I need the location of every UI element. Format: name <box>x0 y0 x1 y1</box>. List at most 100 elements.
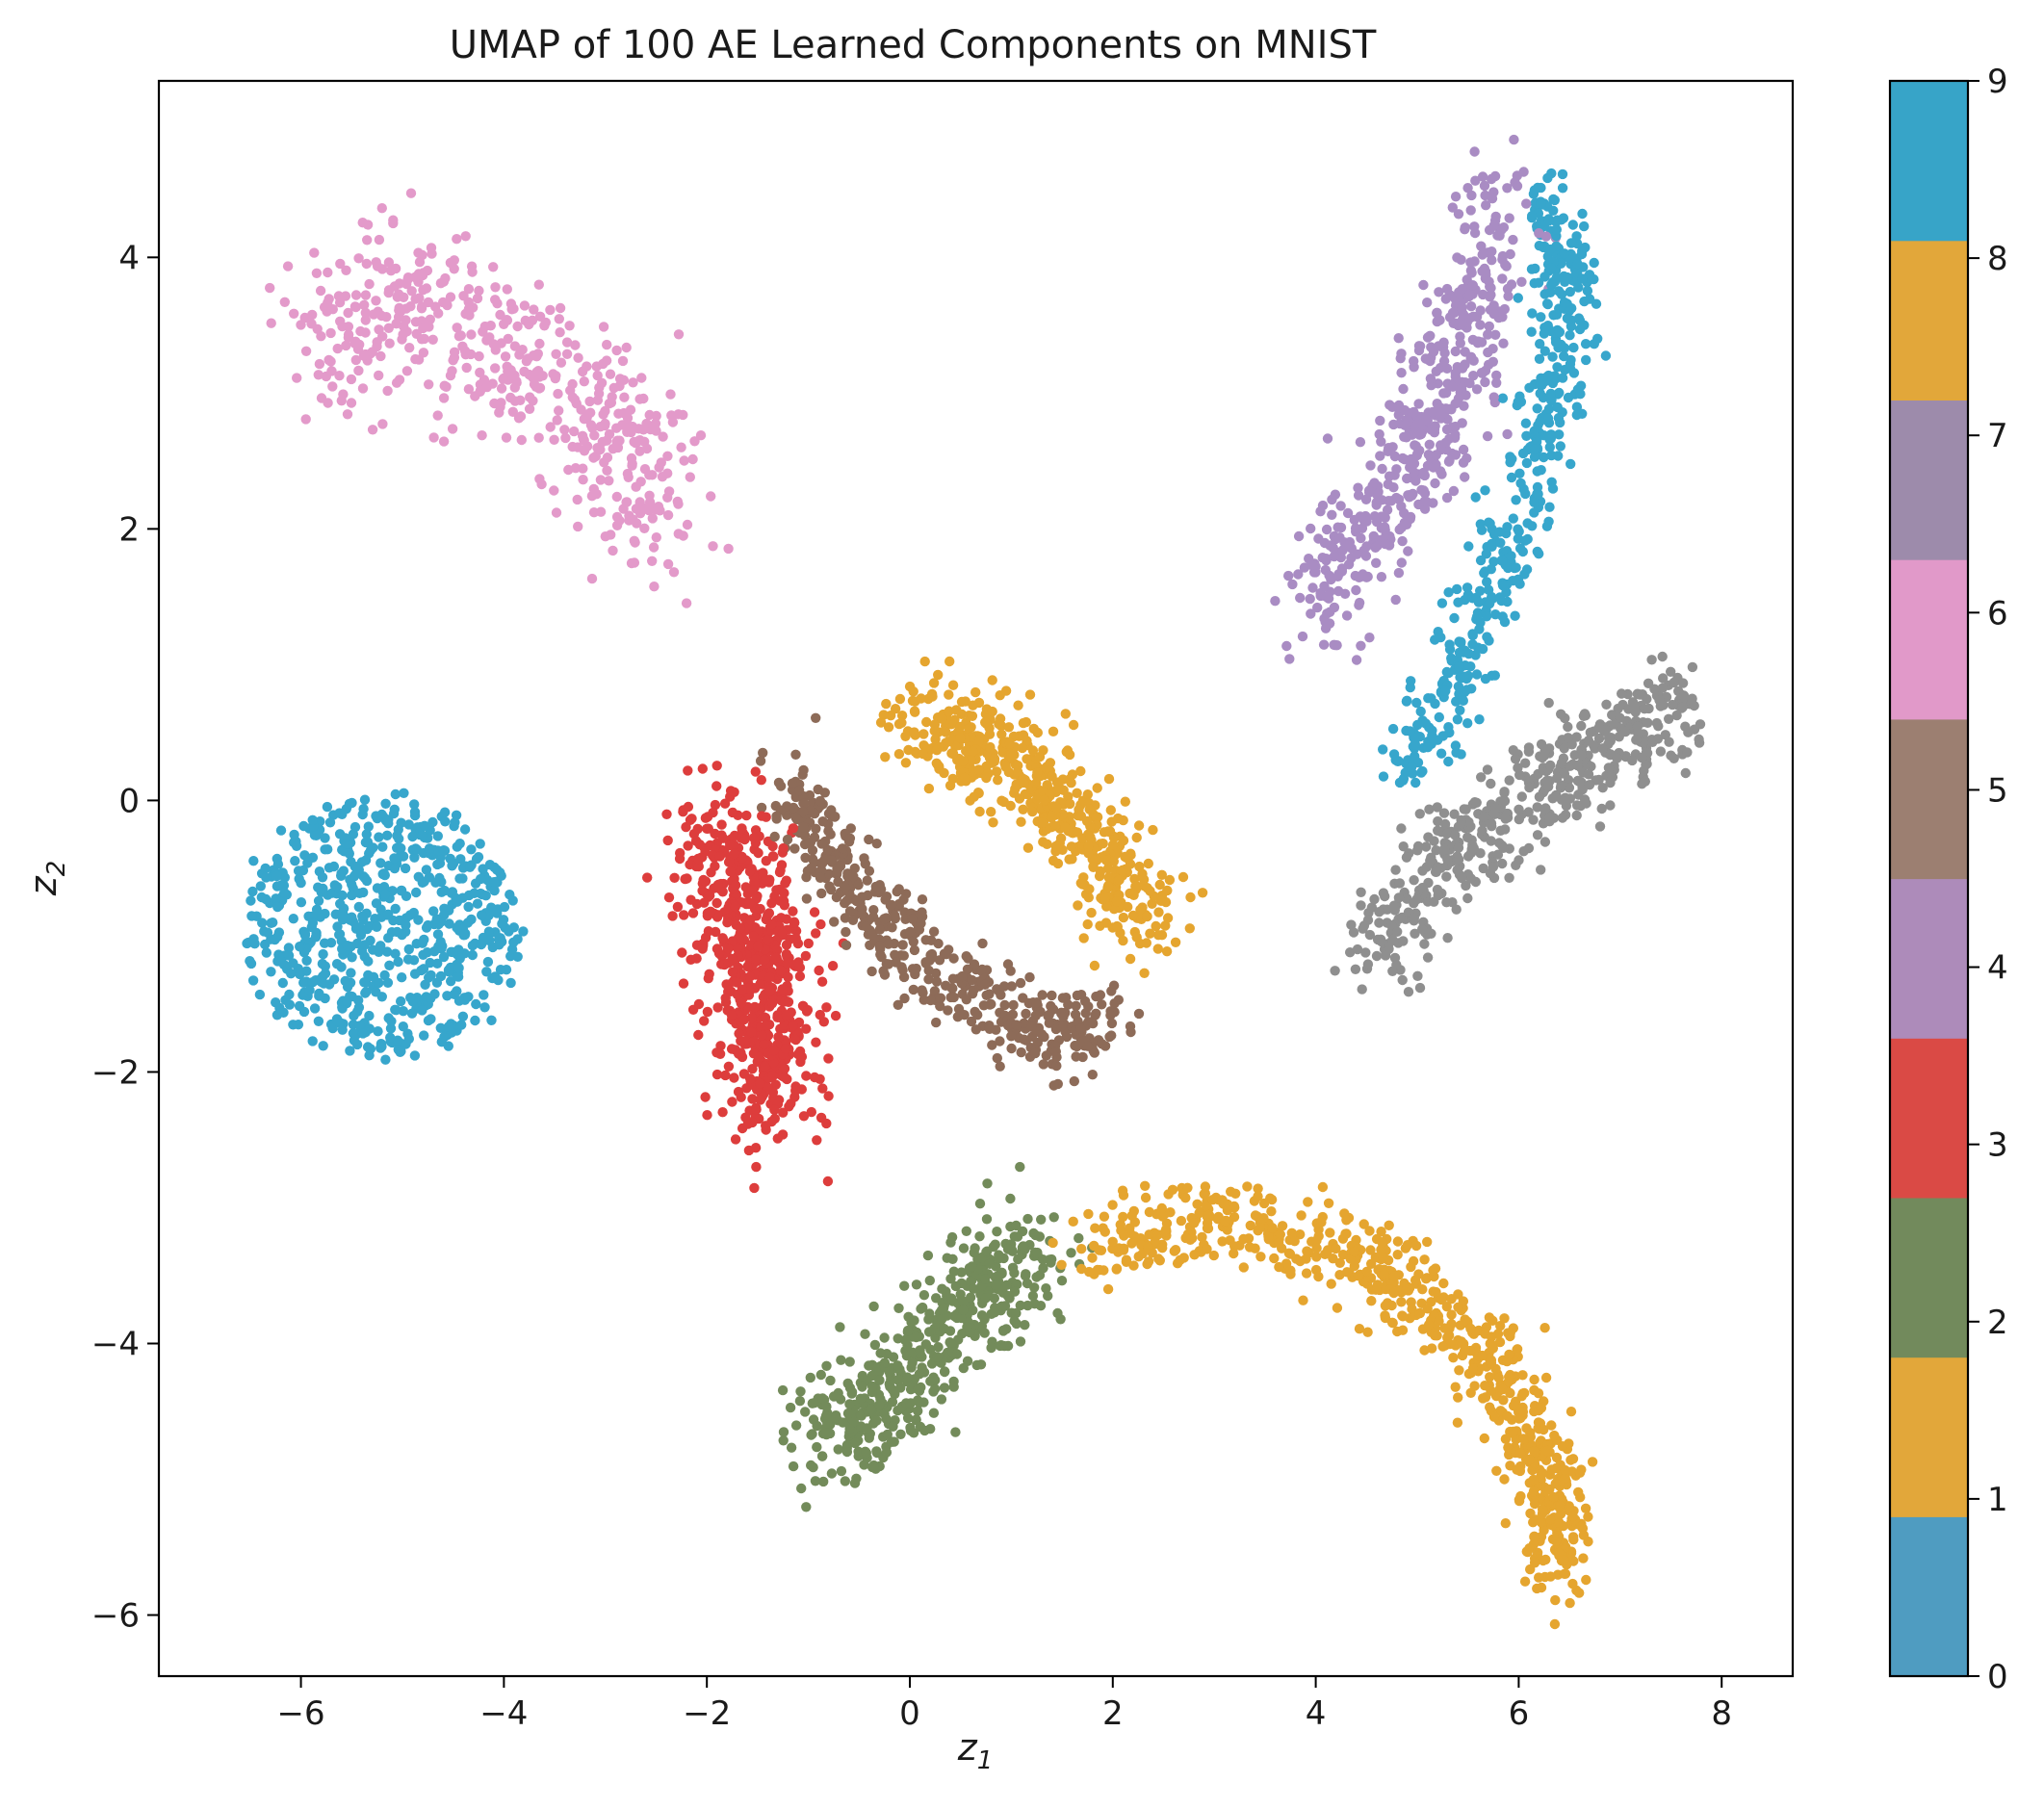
data-point-class-0 <box>1462 582 1473 593</box>
data-point-class-5 <box>930 968 942 979</box>
data-point-class-3 <box>694 840 705 850</box>
data-point-class-5 <box>825 829 836 840</box>
data-point-class-6 <box>651 532 661 543</box>
data-point-class-4 <box>1458 444 1469 455</box>
data-point-class-3 <box>712 1069 723 1080</box>
data-point-class-4 <box>1371 557 1382 568</box>
data-point-class-2 <box>864 1433 874 1443</box>
data-point-class-7 <box>1534 791 1545 802</box>
data-point-class-1 <box>1200 1181 1211 1192</box>
data-point-class-5 <box>870 881 881 892</box>
data-point-class-1 <box>1545 1514 1556 1525</box>
data-point-class-4 <box>1336 563 1348 574</box>
data-point-class-6 <box>622 468 634 479</box>
data-point-class-4 <box>1484 321 1495 332</box>
data-point-class-6 <box>644 490 655 501</box>
data-point-class-5 <box>1048 1080 1059 1091</box>
data-point-class-9 <box>390 948 401 959</box>
data-point-class-6 <box>449 352 460 363</box>
data-point-class-8 <box>973 737 984 747</box>
data-point-class-4 <box>1464 377 1475 389</box>
data-point-class-5 <box>797 769 808 780</box>
data-point-class-4 <box>1339 588 1351 599</box>
data-point-class-6 <box>639 464 651 475</box>
data-point-class-2 <box>848 1416 860 1427</box>
data-point-class-6 <box>300 414 311 425</box>
data-point-class-9 <box>332 921 343 932</box>
data-point-class-2 <box>919 1290 930 1301</box>
data-point-class-4 <box>1450 421 1461 432</box>
data-point-class-0 <box>1467 629 1478 639</box>
data-point-class-9 <box>271 893 281 904</box>
data-point-class-6 <box>555 327 565 338</box>
data-point-class-3 <box>672 901 684 913</box>
data-point-class-8 <box>1125 953 1136 965</box>
data-point-class-4 <box>1432 316 1442 327</box>
data-point-class-0 <box>1416 767 1427 778</box>
data-point-class-9 <box>459 824 471 835</box>
data-point-class-4 <box>1382 504 1393 515</box>
data-point-class-3 <box>702 823 712 834</box>
data-point-class-4 <box>1443 456 1455 467</box>
data-point-class-9 <box>489 885 500 896</box>
data-point-class-6 <box>555 302 566 314</box>
data-point-class-2 <box>951 1349 963 1359</box>
data-point-class-1 <box>1456 1336 1467 1347</box>
data-point-class-6 <box>489 398 500 409</box>
data-point-class-3 <box>758 867 768 878</box>
data-point-class-4 <box>1395 353 1406 364</box>
data-point-class-8 <box>954 721 966 733</box>
data-point-class-7 <box>1330 966 1340 976</box>
data-point-class-5 <box>1108 980 1120 991</box>
data-point-class-8 <box>1141 938 1152 948</box>
data-point-class-8 <box>921 716 932 728</box>
data-point-class-1 <box>1517 1370 1528 1381</box>
data-point-class-1 <box>1514 1448 1526 1460</box>
data-point-class-2 <box>902 1325 914 1336</box>
data-point-class-4 <box>1364 633 1375 643</box>
data-point-class-5 <box>1016 1047 1026 1058</box>
data-point-class-8 <box>1067 854 1077 865</box>
data-point-class-1 <box>1295 1229 1306 1240</box>
data-point-class-4 <box>1447 381 1459 392</box>
data-point-class-1 <box>1421 1274 1432 1284</box>
data-point-class-3 <box>746 1013 757 1023</box>
data-point-class-2 <box>1022 1213 1033 1225</box>
data-point-class-5 <box>756 802 767 814</box>
data-point-class-9 <box>390 788 401 800</box>
data-point-class-8 <box>956 696 968 708</box>
data-point-class-3 <box>712 1002 723 1013</box>
data-point-class-5 <box>890 910 900 921</box>
data-point-class-9 <box>360 837 372 848</box>
data-point-class-0 <box>1480 485 1490 496</box>
data-point-class-5 <box>1005 966 1016 976</box>
data-point-class-9 <box>345 1046 355 1056</box>
data-point-class-4 <box>1335 501 1346 511</box>
data-point-class-9 <box>364 1010 375 1021</box>
data-point-class-7 <box>1412 970 1423 981</box>
data-point-class-9 <box>298 977 309 988</box>
data-point-class-7 <box>1388 900 1400 911</box>
data-point-class-2 <box>968 1283 979 1294</box>
data-point-class-6 <box>421 283 432 294</box>
data-point-class-2 <box>999 1301 1011 1311</box>
data-point-class-2 <box>809 1398 820 1408</box>
data-point-class-1 <box>1550 1594 1561 1606</box>
data-point-class-3 <box>745 915 756 925</box>
data-point-class-1 <box>1229 1241 1240 1252</box>
data-point-class-7 <box>1457 872 1467 884</box>
data-point-class-1 <box>1567 1578 1578 1589</box>
data-point-class-0 <box>1542 413 1554 424</box>
data-point-class-5 <box>948 992 959 1003</box>
data-point-class-7 <box>1360 947 1371 958</box>
data-point-class-5 <box>1006 981 1018 992</box>
data-point-class-7 <box>1454 854 1464 865</box>
data-point-class-2 <box>882 1429 893 1440</box>
data-point-class-2 <box>1046 1257 1056 1268</box>
data-point-class-6 <box>509 396 521 406</box>
data-point-class-0 <box>1565 330 1575 341</box>
data-point-class-1 <box>1326 1279 1336 1289</box>
data-point-class-0 <box>1426 693 1436 704</box>
data-point-class-1 <box>1505 1331 1515 1342</box>
data-point-class-4 <box>1341 541 1353 552</box>
